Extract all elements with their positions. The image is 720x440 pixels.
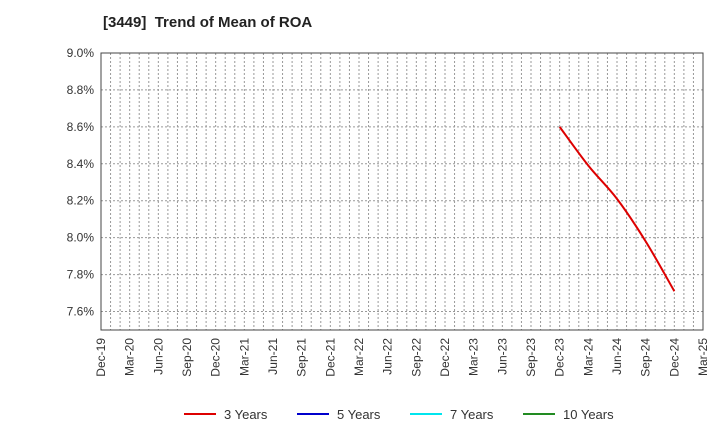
x-tick-label: Sep-24 <box>639 338 653 377</box>
x-tick-label: Dec-20 <box>209 338 223 377</box>
x-tick-label: Dec-22 <box>438 338 452 377</box>
x-tick-label: Jun-21 <box>266 338 280 375</box>
y-tick-label: 7.8% <box>67 268 95 282</box>
x-tick-label: Dec-24 <box>667 338 681 377</box>
x-tick-label: Mar-22 <box>352 338 366 376</box>
x-tick-label: Sep-20 <box>180 338 194 377</box>
x-tick-label: Sep-22 <box>409 338 423 377</box>
y-tick-label: 8.8% <box>67 83 95 97</box>
legend-label-5-years: 5 Years <box>337 407 381 422</box>
legend-label-3-years: 3 Years <box>224 407 268 422</box>
y-tick-label: 7.6% <box>67 305 95 319</box>
legend-label-7-years: 7 Years <box>450 407 494 422</box>
x-tick-label: Dec-23 <box>553 338 567 377</box>
x-tick-label: Mar-25 <box>696 338 710 376</box>
x-tick-label: Mar-20 <box>123 338 137 376</box>
x-tick-label: Sep-23 <box>524 338 538 377</box>
series-line-3-years <box>558 126 676 292</box>
x-tick-label: Jun-20 <box>151 338 165 375</box>
y-tick-label: 9.0% <box>67 46 95 60</box>
x-tick-label: Mar-24 <box>581 338 595 376</box>
legend-label-10-years: 10 Years <box>563 407 614 422</box>
y-tick-label: 8.2% <box>67 194 95 208</box>
chart-title: [3449] Trend of Mean of ROA <box>103 14 313 31</box>
x-tick-label: Sep-21 <box>295 338 309 377</box>
y-tick-label: 8.4% <box>67 157 95 171</box>
x-tick-label: Dec-21 <box>323 338 337 377</box>
x-tick-label: Dec-19 <box>94 338 108 377</box>
x-tick-label: Mar-21 <box>237 338 251 376</box>
x-tick-label: Jun-24 <box>610 338 624 375</box>
y-tick-label: 8.6% <box>67 120 95 134</box>
x-tick-label: Jun-22 <box>381 338 395 375</box>
plot-area-border <box>100 52 704 331</box>
x-tick-label: Jun-23 <box>495 338 509 375</box>
x-tick-label: Mar-23 <box>467 338 481 376</box>
y-tick-label: 8.0% <box>67 231 95 245</box>
